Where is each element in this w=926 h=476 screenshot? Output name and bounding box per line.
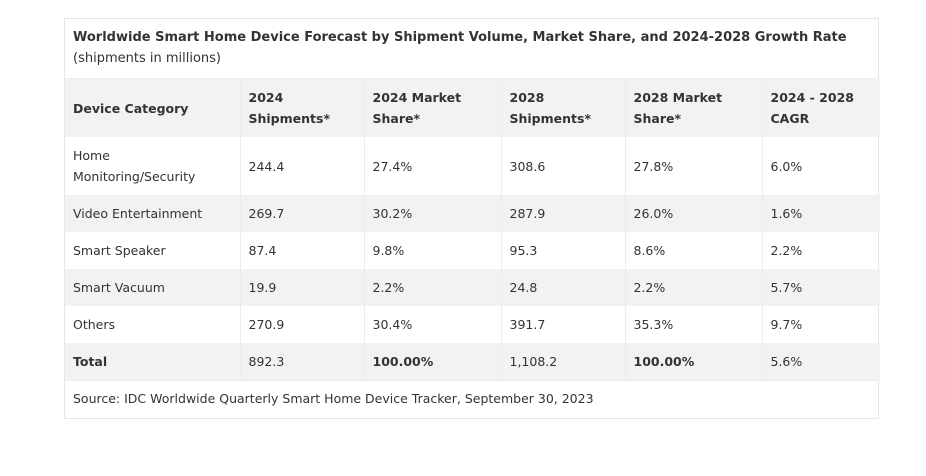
cell-total-label: Total [65, 343, 241, 380]
cell-2028-shipments: 287.9 [501, 195, 626, 232]
cell-2028-shipments: 95.3 [501, 232, 626, 269]
cell-2028-shipments: 391.7 [501, 306, 626, 343]
source-note: Source: IDC Worldwide Quarterly Smart Ho… [65, 380, 878, 418]
header-device-category: Device Category [65, 79, 241, 137]
cell-category: Home Monitoring/Security [65, 137, 241, 195]
header-row: Device Category 2024 Shipments* 2024 Mar… [65, 79, 880, 137]
cell-2028-share: 8.6% [625, 232, 763, 269]
cell-cagr: 1.6% [770, 206, 803, 221]
table-title-units: (shipments in millions) [73, 51, 221, 66]
table-title: Worldwide Smart Home Device Forecast by … [65, 19, 878, 79]
cell-2028-share: 26.0% [625, 195, 763, 232]
header-2024-market-share: 2024 Market Share* [364, 79, 502, 137]
cell-category: Others [65, 306, 241, 343]
cell-category: Smart Vacuum [65, 269, 241, 306]
total-row: Total 892.3 100.00% 1,108.2 100.00% 5.6% [65, 343, 880, 380]
table-row: Others 270.9 30.4% 391.7 35.3% 9.7% [65, 306, 880, 343]
cell-2028-share: 27.8% [625, 137, 763, 195]
cell-total-2028-shipments: 1,108.2 [501, 343, 626, 380]
cell-category: Video Entertainment [65, 195, 241, 232]
table-title-bold: Worldwide Smart Home Device Forecast by … [73, 30, 847, 45]
cell-cagr: 5.7% [770, 280, 803, 295]
table-row: Video Entertainment 269.7 30.2% 287.9 26… [65, 195, 880, 232]
cell-2024-share: 2.2% [364, 269, 502, 306]
header-cagr: 2024 - 2028 CAGR [770, 90, 854, 126]
cell-cagr: 6.0% [770, 158, 803, 174]
cell-2024-share: 30.4% [364, 306, 502, 343]
forecast-table-container: Worldwide Smart Home Device Forecast by … [64, 18, 880, 419]
cell-category: Smart Speaker [65, 232, 241, 269]
header-2024-shipments: 2024 Shipments* [240, 79, 365, 137]
cell-2028-share: 2.2% [625, 269, 763, 306]
cell-total-2024-share: 100.00% [364, 343, 502, 380]
cell-total-2024-shipments: 892.3 [240, 343, 365, 380]
cell-2028-shipments: 24.8 [501, 269, 626, 306]
cell-2024-shipments: 270.9 [240, 306, 365, 343]
table-row: Home Monitoring/Security 244.4 27.4% 308… [65, 137, 880, 195]
cell-total-cagr: 5.6% [770, 354, 803, 369]
table-row: Smart Speaker 87.4 9.8% 95.3 8.6% 2.2% [65, 232, 880, 269]
forecast-table: Device Category 2024 Shipments* 2024 Mar… [65, 79, 880, 380]
cell-2024-shipments: 244.4 [240, 137, 365, 195]
cell-2028-shipments: 308.6 [501, 137, 626, 195]
cell-2024-shipments: 269.7 [240, 195, 365, 232]
cell-total-2028-share: 100.00% [625, 343, 763, 380]
cell-2024-share: 27.4% [364, 137, 502, 195]
cell-2028-share: 35.3% [625, 306, 763, 343]
header-2028-shipments: 2028 Shipments* [501, 79, 626, 137]
cell-2024-share: 30.2% [364, 195, 502, 232]
cell-2024-shipments: 87.4 [240, 232, 365, 269]
cell-2024-shipments: 19.9 [240, 269, 365, 306]
table-row: Smart Vacuum 19.9 2.2% 24.8 2.2% 5.7% [65, 269, 880, 306]
cell-2024-share: 9.8% [364, 232, 502, 269]
cell-cagr: 9.7% [770, 317, 803, 332]
header-2028-market-share: 2028 Market Share* [625, 79, 763, 137]
cell-cagr: 2.2% [770, 243, 803, 258]
